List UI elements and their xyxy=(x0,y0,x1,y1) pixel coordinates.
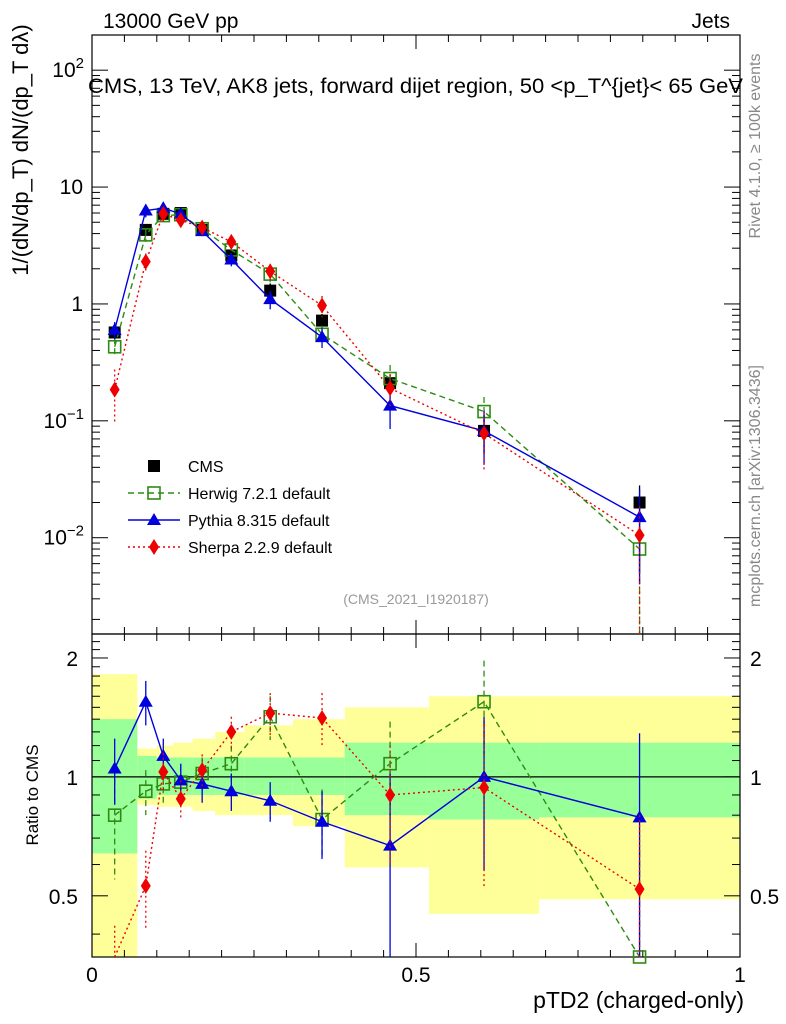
legend-marker-sherpa xyxy=(149,539,159,555)
y-tick-label: 1 xyxy=(71,293,83,316)
point-sherpa xyxy=(385,380,396,397)
y-tick-label: 10 xyxy=(60,176,83,199)
legend: CMS Herwig 7.2.1 default Pythia 8.315 defa… xyxy=(128,459,333,557)
ratio-point-sherpa xyxy=(175,790,186,807)
legend-label-herwig: Herwig 7.2.1 default xyxy=(188,486,331,503)
x-tick-label: 1 xyxy=(734,964,746,987)
ratio-point-pythia xyxy=(224,784,239,797)
ratio-point-pythia xyxy=(173,773,188,786)
ratio-tick-label-right: 0.5 xyxy=(750,886,779,909)
y-axis-label: 1/(dN/dp_T) dN/(dp_T dλ) xyxy=(8,24,33,275)
band-inner-bin xyxy=(244,757,293,795)
ratio-point-pythia xyxy=(383,838,398,851)
legend-label-sherpa: Sherpa 2.2.9 default xyxy=(188,540,333,557)
ratio-point-pythia xyxy=(138,694,153,707)
x-tick-label: 0 xyxy=(86,964,98,987)
band-inner-bin xyxy=(344,742,429,816)
ratio-tick-label-right: 2 xyxy=(750,648,762,671)
series-sherpa xyxy=(109,205,645,958)
ratio-point-herwig xyxy=(138,784,153,798)
point-sherpa xyxy=(158,205,169,222)
header-left: 13000 GeV pp xyxy=(103,10,238,33)
y-tick-label: 102 xyxy=(52,55,84,82)
analysis-id: (CMS_2021_I1920187) xyxy=(343,591,489,607)
point-sherpa xyxy=(226,233,237,250)
ratio-point-pythia xyxy=(195,776,210,789)
y-tick-label: 10−2 xyxy=(44,523,84,550)
point-pythia xyxy=(263,292,278,305)
ratio-point-pythia xyxy=(263,793,278,806)
point-sherpa xyxy=(317,297,328,314)
point-pythia xyxy=(224,252,239,265)
ratio-point-pythia xyxy=(315,814,330,827)
ratio-point-sherpa xyxy=(634,881,645,898)
point-sherpa xyxy=(109,381,120,398)
point-pythia xyxy=(138,203,153,216)
ratio-point-sherpa xyxy=(317,709,328,726)
ratio-tick-label: 0.5 xyxy=(49,886,78,909)
ratio-tick-label-right: 1 xyxy=(750,767,762,790)
point-sherpa xyxy=(634,527,645,544)
x-tick-label: 0.5 xyxy=(401,964,430,987)
band-inner-bin xyxy=(292,757,345,795)
point-sherpa xyxy=(479,425,490,442)
point-pythia xyxy=(632,510,647,523)
ratio-tick-label: 1 xyxy=(66,767,78,790)
chart-title: CMS, 13 TeV, AK8 jets, forward dijet reg… xyxy=(88,75,743,98)
series-layer xyxy=(107,201,647,964)
ratio-point-sherpa xyxy=(385,786,396,803)
legend-marker-cms xyxy=(148,460,160,472)
point-sherpa xyxy=(265,263,276,280)
x-axis-label: pTD2 (charged-only) xyxy=(533,987,744,1013)
legend-marker-herwig xyxy=(147,486,161,500)
ratio-point-herwig xyxy=(383,756,397,771)
ratio-point-herwig xyxy=(477,694,491,709)
legend-label-pythia: Pythia 8.315 default xyxy=(188,513,330,530)
point-herwig xyxy=(107,339,122,354)
legend-marker-pythia xyxy=(147,513,161,525)
ratio-point-pythia xyxy=(107,761,122,774)
ratio-uncertainty-bands xyxy=(92,674,740,957)
point-sherpa xyxy=(197,219,208,236)
ratio-point-sherpa xyxy=(226,723,237,740)
legend-label-cms: CMS xyxy=(188,459,224,476)
ratio-point-sherpa xyxy=(158,763,169,780)
ratio-point-sherpa xyxy=(197,762,208,779)
point-cms xyxy=(316,314,329,327)
y-tick-label: 10−1 xyxy=(44,406,84,433)
point-sherpa xyxy=(140,253,151,270)
mcplots-label: mcplots.cern.ch [arXiv:1306.3436] xyxy=(747,365,764,607)
point-pythia xyxy=(315,330,330,343)
ratio-point-sherpa xyxy=(479,779,490,796)
ratio-tick-label: 2 xyxy=(66,648,78,671)
axes-frames: 0 0.5 1 10−2 10−1 1 10 102 0.5 0.5 1 1 2 2 xyxy=(44,34,779,987)
text-layer: 13000 GeV pp Jets CMS, 13 TeV, AK8 jets,… xyxy=(8,10,764,1013)
ratio-axis-label: Ratio to CMS xyxy=(23,744,42,845)
ratio-point-herwig xyxy=(224,756,239,771)
ratio-point-herwig xyxy=(107,808,122,822)
ratio-point-pythia xyxy=(156,748,171,761)
ratio-point-sherpa xyxy=(265,705,276,722)
point-pythia xyxy=(107,322,122,335)
rivet-label: Rivet 4.1.0, ≥ 100k events xyxy=(747,54,764,239)
ratio-point-sherpa xyxy=(140,877,151,894)
point-sherpa xyxy=(175,212,186,229)
header-right: Jets xyxy=(691,10,730,33)
